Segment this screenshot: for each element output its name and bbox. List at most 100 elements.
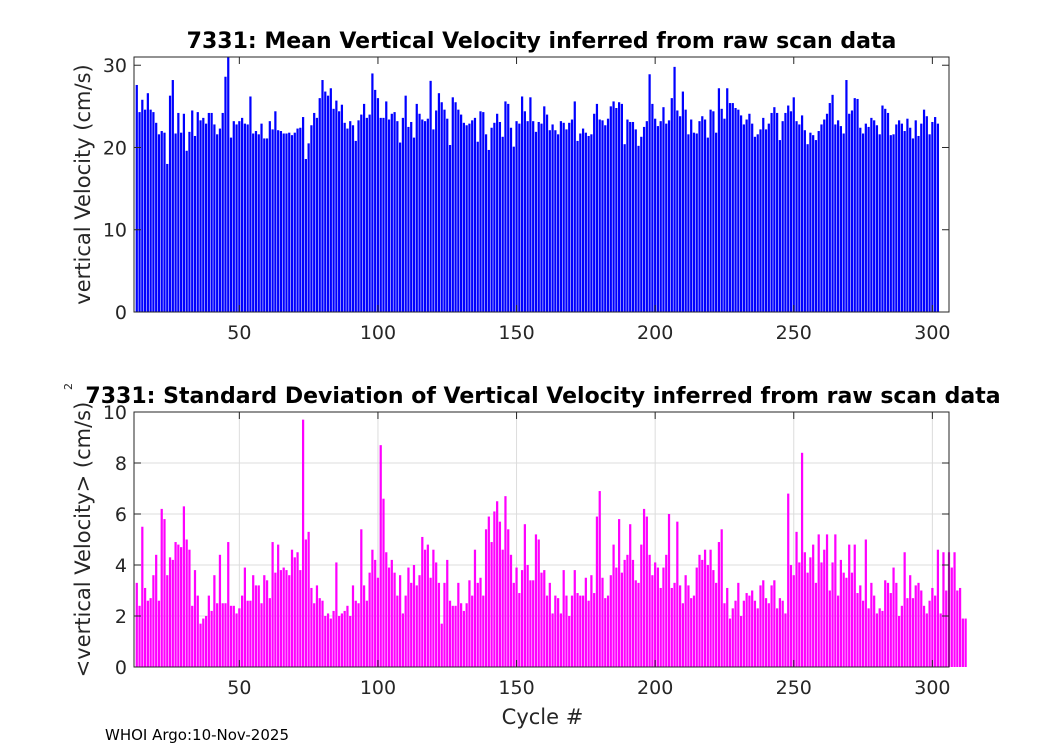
bar xyxy=(903,552,906,667)
bar xyxy=(448,600,452,667)
bar xyxy=(850,572,854,667)
bar xyxy=(338,616,341,667)
bar xyxy=(399,142,402,312)
bar xyxy=(906,598,909,667)
bar xyxy=(277,130,280,312)
bar xyxy=(288,132,291,312)
bar xyxy=(806,572,809,667)
bar xyxy=(917,135,920,312)
bar xyxy=(293,557,296,667)
bar xyxy=(277,544,280,667)
bar xyxy=(404,95,407,312)
bar xyxy=(493,511,496,667)
bar xyxy=(559,613,563,667)
bar xyxy=(534,131,538,312)
bar xyxy=(723,118,726,312)
bar xyxy=(698,554,701,667)
bar xyxy=(227,57,230,312)
bar xyxy=(518,123,521,312)
bar xyxy=(803,130,806,312)
bar xyxy=(168,557,172,667)
bar xyxy=(842,572,845,667)
bar xyxy=(687,585,690,667)
bar xyxy=(812,135,815,312)
bar xyxy=(576,140,579,312)
bar xyxy=(296,552,299,667)
bar xyxy=(629,121,632,312)
bar xyxy=(861,600,865,667)
bar xyxy=(180,132,183,312)
bar xyxy=(440,623,443,667)
bar xyxy=(784,112,787,312)
bar xyxy=(210,112,213,312)
bar xyxy=(637,145,640,312)
bar xyxy=(881,610,884,667)
bar xyxy=(507,103,510,312)
bar xyxy=(487,516,490,667)
bar xyxy=(393,572,396,667)
y-tick-label: 4 xyxy=(115,555,127,577)
bar xyxy=(764,598,768,667)
bar xyxy=(451,97,454,312)
bar xyxy=(681,603,684,667)
bar xyxy=(279,570,283,667)
x-tick-label: 250 xyxy=(776,322,812,344)
bar xyxy=(640,544,643,667)
bar xyxy=(407,567,410,667)
bar xyxy=(484,529,488,667)
bar xyxy=(795,121,798,312)
bar xyxy=(407,126,410,312)
bar xyxy=(401,117,405,313)
bar xyxy=(498,121,502,312)
bar xyxy=(870,582,873,667)
bar xyxy=(853,544,856,667)
bar xyxy=(351,585,355,667)
bar xyxy=(734,108,737,312)
y-tick-label: 10 xyxy=(103,402,127,424)
bar xyxy=(662,567,665,667)
y-axis-label: <vertical Velocity> (cm/s) xyxy=(71,402,95,678)
bar xyxy=(875,125,879,313)
bar xyxy=(232,605,235,667)
bar xyxy=(551,613,554,667)
bar xyxy=(570,595,574,667)
bar xyxy=(665,554,668,667)
bar xyxy=(620,572,623,667)
bar xyxy=(562,122,565,312)
bar xyxy=(751,590,754,667)
bar xyxy=(548,130,551,312)
bar xyxy=(204,123,208,312)
bar xyxy=(479,111,482,312)
bar xyxy=(606,118,610,312)
bar xyxy=(379,445,382,667)
bar xyxy=(692,595,696,667)
bar xyxy=(770,585,773,667)
bar xyxy=(462,610,465,667)
bar xyxy=(759,585,762,667)
bar xyxy=(379,117,382,313)
bar xyxy=(715,582,718,667)
bar xyxy=(642,126,646,312)
bar xyxy=(637,582,640,667)
bar xyxy=(387,567,391,667)
bar xyxy=(213,575,216,667)
bar xyxy=(690,119,693,313)
bar xyxy=(601,120,604,312)
mean-velocity-chart: 50 100 150 200 250 300 0 10 20 30 7331: Mean Verti… xyxy=(71,29,951,344)
bar xyxy=(396,595,399,667)
bar xyxy=(681,91,684,312)
bar xyxy=(210,610,213,667)
bar xyxy=(185,150,188,312)
bar xyxy=(837,595,840,667)
bar xyxy=(238,608,241,667)
bar xyxy=(673,582,676,667)
bar xyxy=(604,125,607,313)
x-tick-label: 300 xyxy=(914,677,950,699)
bar xyxy=(202,117,205,313)
bar xyxy=(435,562,438,667)
bar xyxy=(218,128,222,312)
bar xyxy=(390,113,393,312)
bar xyxy=(149,598,152,667)
bar xyxy=(501,136,504,312)
bar xyxy=(224,603,227,667)
